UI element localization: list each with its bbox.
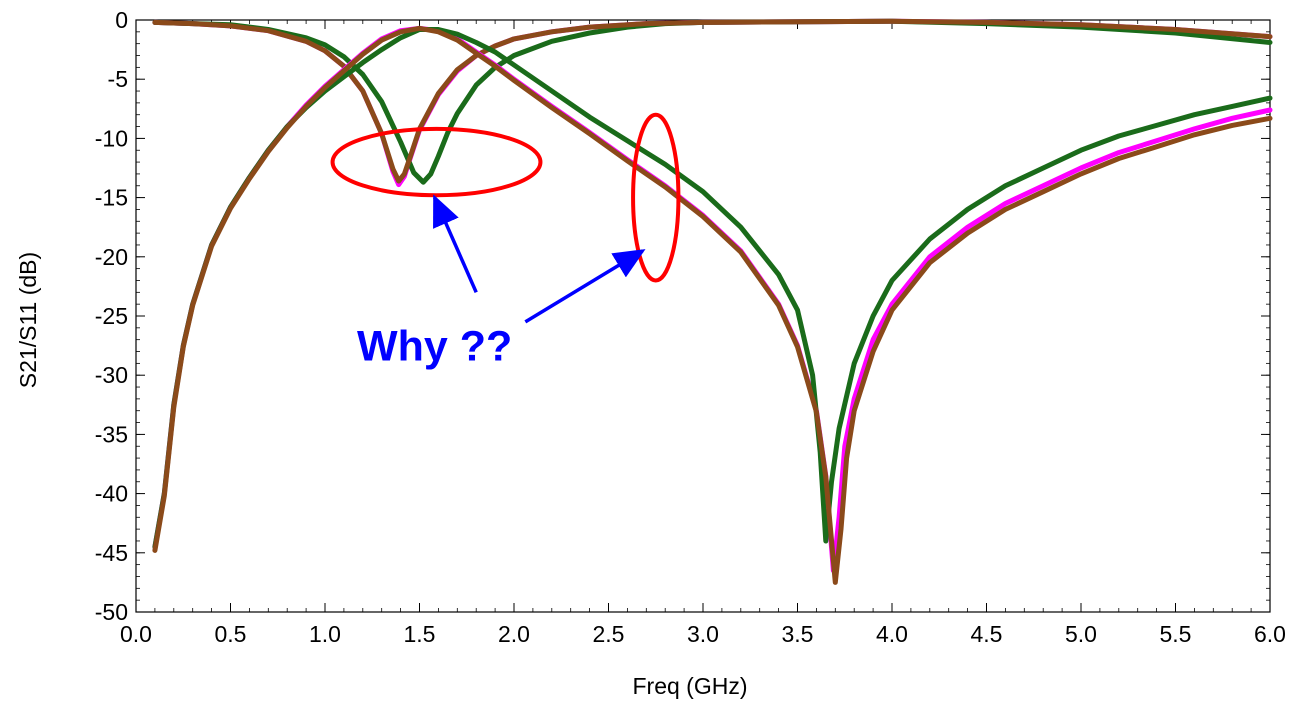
- y-tick-label: -45: [95, 540, 128, 566]
- y-tick-label: -40: [95, 481, 128, 507]
- axes-layer: 0.0 0.5 1.0 1.5 2.0 2.5 3.0 3.5 4.0 4.5 5.0 5.5 6.0 0…: [95, 7, 1286, 647]
- y-tick-label: 0: [115, 7, 128, 33]
- x-axis-title: Freq (GHz): [633, 673, 748, 699]
- x-tick-label: 1.5: [404, 621, 436, 647]
- x-tick-label: 4.5: [971, 621, 1003, 647]
- y-tick-label: -10: [95, 125, 128, 151]
- x-tick-label: 4.0: [876, 621, 908, 647]
- x-tick-label: 1.0: [309, 621, 341, 647]
- x-tick-label: 3.0: [687, 621, 719, 647]
- annotation-layer: [330, 112, 681, 324]
- y-tick-label: -50: [95, 599, 128, 625]
- y-axis-title: S21/S11 (dB): [15, 252, 41, 388]
- x-tick-label: 3.5: [782, 621, 814, 647]
- x-tick-label: 0.0: [120, 621, 152, 647]
- y-tick-label: -15: [95, 185, 128, 211]
- series-line-3: [152, 18, 1273, 184]
- x-tick-label: 6.0: [1254, 621, 1286, 647]
- y-tick-label: -20: [95, 244, 128, 270]
- y-tick-label: -35: [95, 421, 128, 447]
- y-tick-label: -5: [108, 66, 128, 92]
- series-layer: [152, 18, 1273, 585]
- series-line-5: [152, 27, 1273, 550]
- series-line-4: [152, 25, 1273, 574]
- x-tick-label: 5.5: [1160, 621, 1192, 647]
- x-tick-label: 5.0: [1065, 621, 1097, 647]
- y-tick-label: -25: [95, 303, 128, 329]
- annotation-ellipse-2: [631, 112, 681, 283]
- x-tick-label: 2.0: [498, 621, 530, 647]
- annotation-why-text: Why ??: [357, 323, 512, 371]
- y-tick-label: -30: [95, 362, 128, 388]
- x-tick-label: 0.5: [215, 621, 247, 647]
- x-tick-label: 2.5: [593, 621, 625, 647]
- annotation-arrow-2: [524, 249, 646, 324]
- series-line-6: [152, 25, 1273, 585]
- annotation-arrow-1: [433, 194, 478, 294]
